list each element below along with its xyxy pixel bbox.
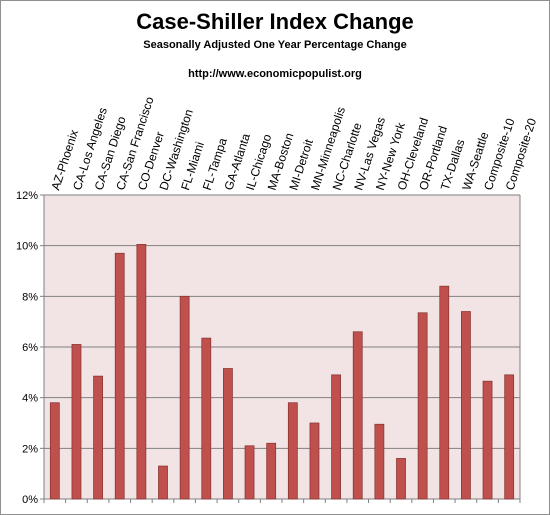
bar xyxy=(93,375,103,500)
chart-title: Case-Shiller Index Change xyxy=(136,9,414,34)
bar xyxy=(331,374,341,500)
bar xyxy=(396,458,406,500)
bar xyxy=(461,311,471,500)
bar xyxy=(179,295,190,500)
bar xyxy=(244,445,255,500)
bar xyxy=(114,252,125,500)
bar xyxy=(158,465,168,500)
bar xyxy=(482,380,493,500)
y-tick-label: 10% xyxy=(16,241,38,253)
bar xyxy=(49,402,60,500)
bar xyxy=(201,337,212,500)
bar xyxy=(136,243,147,500)
bar xyxy=(504,374,515,500)
y-tick-label: 12% xyxy=(16,190,38,202)
y-tick-label: 4% xyxy=(22,393,38,405)
chart-subtitle: Seasonally Adjusted One Year Percentage … xyxy=(143,39,407,51)
bar xyxy=(352,331,363,500)
bar xyxy=(439,285,450,500)
y-tick-label: 2% xyxy=(22,443,38,455)
bar xyxy=(266,442,277,500)
y-tick-label: 8% xyxy=(22,291,38,303)
y-tick-label: 0% xyxy=(22,494,38,506)
bar xyxy=(417,312,428,500)
y-tick-label: 6% xyxy=(22,342,38,354)
bar xyxy=(223,368,233,500)
bar xyxy=(374,423,385,500)
bar xyxy=(309,422,320,500)
bar xyxy=(71,344,82,500)
chart-source-url: http://www.economicpopulist.org xyxy=(188,68,362,80)
bar xyxy=(287,402,298,500)
